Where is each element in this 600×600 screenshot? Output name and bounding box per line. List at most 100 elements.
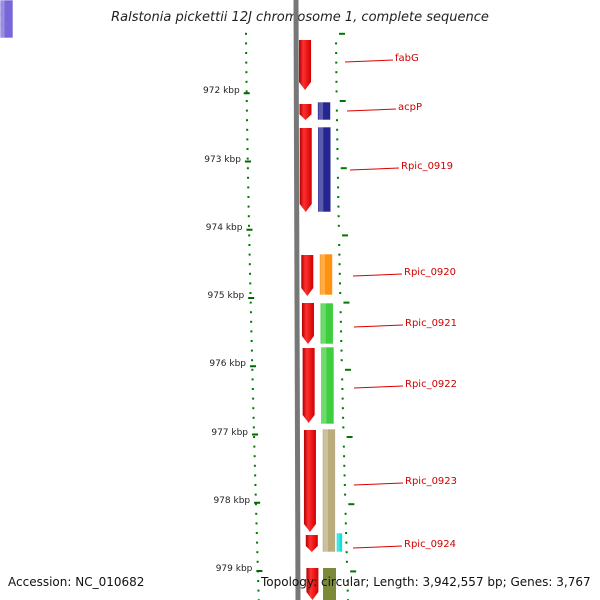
ruler-label: 972 kbp (203, 86, 240, 97)
gc-tick (343, 464, 346, 467)
gc-tick (245, 71, 248, 74)
label-line-fabG (344, 59, 394, 63)
gene-block-partial (323, 568, 336, 600)
cds-arrow (305, 535, 318, 552)
gc-tick (339, 320, 342, 323)
gc-tick (252, 407, 255, 410)
ruler-label: 974 kbp (205, 222, 243, 233)
gc-tick (342, 445, 345, 448)
gc-tick (341, 407, 344, 410)
gene-block-acpP (317, 101, 331, 121)
ruler-tick (250, 365, 257, 368)
gc-tick (256, 551, 259, 554)
topology-text: Topology: circular; Length: 3,942,557 bp… (261, 575, 591, 589)
gc-tick (245, 52, 248, 54)
gc-tick (251, 359, 254, 362)
gc-tick (344, 522, 347, 525)
gene-label-acpP[interactable]: acpP (398, 102, 423, 113)
gene-label-Rpic_0923[interactable]: Rpic_0923 (405, 476, 458, 487)
gene-label-Rpic_0922[interactable]: Rpic_0922 (405, 379, 458, 390)
ruler-tick (252, 433, 259, 436)
gene-label-Rpic_0920[interactable]: Rpic_0920 (404, 267, 457, 278)
gc-content-ticks (0, 4, 357, 600)
map-title: Ralstonia pickettii 12J chromosome 1, co… (111, 10, 489, 25)
gc-tick (257, 580, 260, 582)
gc-tick (256, 560, 259, 563)
gc-tick (336, 157, 339, 160)
gc-tick (343, 484, 346, 486)
gc-tick (343, 474, 346, 477)
ruler-tick (246, 228, 253, 231)
gc-tick (345, 532, 348, 534)
gc-tick (337, 196, 340, 198)
gene-block-shine (318, 102, 324, 120)
cds-arrow (301, 255, 314, 296)
gc-tick (342, 416, 345, 419)
gc-tick (249, 311, 252, 314)
gc-tick (253, 445, 256, 448)
gc-tick (256, 541, 259, 544)
gc-tick (252, 397, 255, 400)
gc-tick (251, 388, 254, 390)
gc-tick (249, 292, 252, 294)
gc-tick (337, 186, 340, 189)
gc-tick (344, 493, 347, 496)
gc-tick (254, 474, 257, 477)
gc-tick (339, 32, 346, 35)
gc-tick (246, 138, 249, 141)
gc-tick (248, 253, 251, 256)
cds-arrow (299, 104, 312, 120)
gc-tick (245, 109, 248, 112)
gc-tick (257, 589, 260, 592)
gene-block-shine (337, 533, 340, 552)
ruler-tick (248, 297, 255, 299)
gene-block-Rpic_0919 (317, 126, 332, 213)
gc-tick (339, 292, 342, 294)
gene-label-Rpic_0924[interactable]: Rpic_0924 (404, 539, 457, 550)
gene-block-Rpic_0922 (320, 346, 335, 425)
gc-tick (247, 205, 250, 208)
cds-arrow (299, 128, 312, 212)
gc-tick (249, 272, 252, 275)
gene-label-Rpic_0919[interactable]: Rpic_0919 (401, 161, 454, 172)
gc-tick (335, 119, 338, 122)
gc-tick (253, 436, 256, 438)
gc-tick (337, 224, 340, 227)
gene-block-Rpic_0921 (319, 302, 334, 345)
gc-tick (254, 503, 257, 506)
ruler-label: 977 kbp (211, 427, 249, 438)
gc-tick (340, 330, 343, 333)
gc-tick (250, 330, 253, 333)
gc-tick (335, 90, 338, 93)
gene-block-shine (321, 347, 327, 424)
gc-tick (340, 340, 343, 342)
gc-tick (248, 224, 251, 227)
gc-tick (338, 272, 341, 275)
gene-block-Rpic_0923 (322, 428, 336, 553)
ruler-tick (243, 92, 250, 95)
label-line-acpP (346, 108, 397, 112)
gc-tick (348, 503, 355, 506)
gene-block-shine (0, 0, 5, 38)
gc-tick (248, 234, 251, 237)
ruler-layer (243, 92, 263, 572)
gene-label-fabG[interactable]: fabG (395, 53, 419, 64)
gc-tick (344, 512, 347, 515)
gc-tick (335, 61, 338, 64)
label-line-Rpic_0922 (353, 385, 404, 389)
gc-tick (337, 215, 340, 218)
gc-tick (343, 455, 346, 458)
gc-tick (246, 119, 249, 122)
gc-tick (245, 90, 248, 93)
gc-tick (249, 282, 252, 285)
gc-tick (345, 560, 348, 563)
gc-tick (250, 340, 253, 342)
gene-block-shine (323, 429, 328, 552)
gc-tick (338, 263, 341, 266)
gc-tick (250, 349, 253, 352)
accession-text: Accession: NC_010682 (8, 575, 145, 589)
gc-tick (246, 128, 249, 131)
gc-tick (253, 464, 256, 467)
label-line-Rpic_0924 (352, 545, 403, 549)
gene-label-Rpic_0921[interactable]: Rpic_0921 (405, 318, 458, 329)
